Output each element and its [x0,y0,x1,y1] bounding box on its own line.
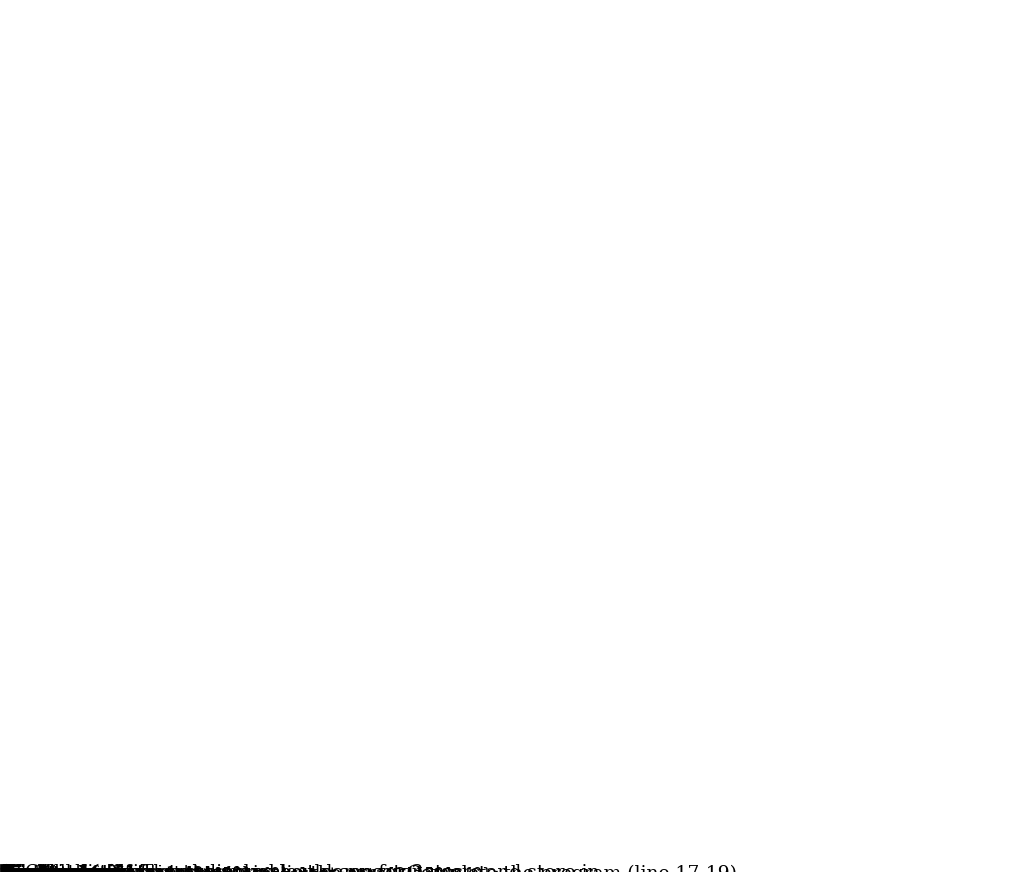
Text: 5.  {: 5. { [1,866,50,872]
Text: first_name: first_name [3,864,116,872]
Text: with the: with the [8,864,98,872]
Text: 18. //appends a copy of last name to the first name: 18. //appends a copy of last name to the… [1,869,492,872]
Text: first_name: first_name [7,864,119,872]
Text: (b): (b) [0,863,27,872]
Text: 4.  int main(): 4. int main() [1,866,136,872]
Text: C program in: C program in [1,863,156,872]
Text: 6.  int name_length[3]={0};: 6. int name_length[3]={0}; [1,866,262,872]
Text: parallel array: parallel array [0,864,134,872]
Text: read input of first name and last name for 3 users and store in: read input of first name and last name f… [3,863,600,872]
Text: first_name[]: first_name[] [2,864,136,872]
Text: Figure 1(c): Figure 1(c) [2,863,120,872]
Text: 15. gets(last_name[i]);: 15. gets(last_name[i]); [1,869,222,872]
Text: last_name[]: last_name[] [3,864,127,872]
Text: 8.  int i;: 8. int i; [1,867,97,872]
Text: 9.: 9. [1,867,21,872]
Text: and: and [3,864,50,872]
Text: using built in string function: using built in string function [1,869,329,872]
Text: 16. }: 16. } [1,869,50,872]
Text: a copy of: a copy of [0,864,92,872]
Text: for all elements and display: for all elements and display [4,864,277,872]
Text: 12. printf("Please enter first name: ");: 12. printf("Please enter first name: "); [1,868,387,872]
Text: 10. for(i=0;i<3;i++): 10. for(i=0;i<3;i++) [1,867,194,872]
Text: 19. //display the first name and character length: 19. //display the first name and charact… [1,869,474,872]
Text: 17. //Repeat for all element in the array: 17. //Repeat for all element in the arra… [1,869,396,872]
Text: 14. printf("Please enter last name: ");: 14. printf("Please enter last name: "); [1,869,376,872]
Text: 11. {: 11. { [1,868,50,872]
Text: , respectively. The program should concatenates: , respectively. The program should conca… [5,864,462,872]
Text: number of character contains in the array. Complete the program (line 17-19).: number of character contains in the arra… [0,865,743,872]
Text: to the: to the [2,864,69,872]
Text: 3.: 3. [1,865,21,872]
Text: 7.  char first_name[3][50]={0},last_name[3][50]={0};: 7. char first_name[3][50]={0},last_name[… [1,866,501,872]
Text: 21. }: 21. } [1,870,50,872]
Text: 2.  #include<string.h>: 2. #include<string.h> [1,865,213,872]
Text: 1.  #include<stdio.h>: 1. #include<stdio.h> [1,865,204,872]
Text: 13. gets(first_name[i]);: 13. gets(first_name[i]); [1,868,233,872]
Text: last_name: last_name [1,864,102,872]
Bar [1,864,10,871]
Text: 20. return 0;: 20. return 0; [1,870,126,872]
